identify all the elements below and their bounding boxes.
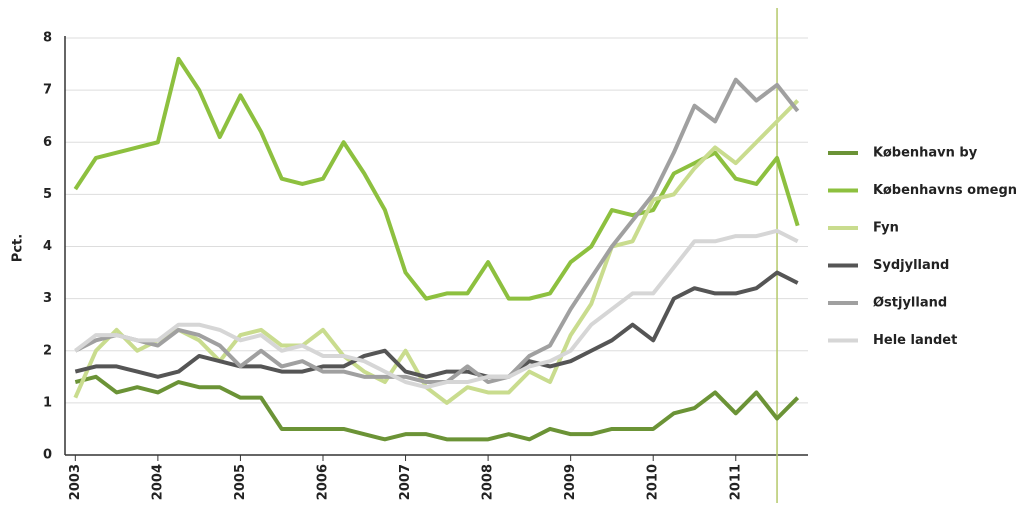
series-line <box>74 228 799 390</box>
x-tick-label: 2008 <box>481 464 496 500</box>
x-tick-label: 2010 <box>646 464 661 500</box>
series-line <box>74 270 799 379</box>
y-tick-label: 2 <box>43 343 52 358</box>
y-tick-label: 6 <box>43 135 52 150</box>
x-tick-label: 2005 <box>233 464 248 500</box>
y-tick-label: 8 <box>43 31 52 46</box>
legend-label: Sydjylland <box>873 258 949 273</box>
y-tick-label: 7 <box>43 83 52 98</box>
x-tick-label: 2007 <box>398 464 413 500</box>
legend-label: København by <box>873 146 978 161</box>
y-axis-label: Pct. <box>11 234 26 262</box>
y-tick-label: 4 <box>43 239 52 254</box>
legend-label: Fyn <box>873 221 899 236</box>
legend-label: Hele landet <box>873 333 957 348</box>
y-tick-label: 3 <box>43 291 52 306</box>
x-tick-label: 2003 <box>68 464 83 500</box>
series-line <box>74 374 800 442</box>
y-tick-label: 5 <box>43 187 52 202</box>
series-line <box>74 77 800 385</box>
series-line <box>73 56 800 301</box>
y-tick-label: 1 <box>43 395 52 410</box>
legend-label: Østjylland <box>873 296 947 311</box>
x-tick-label: 2004 <box>150 464 165 500</box>
x-tick-label: 2011 <box>728 464 743 500</box>
series-line <box>73 99 800 405</box>
y-tick-label: 0 <box>43 448 52 463</box>
x-tick-label: 2006 <box>315 464 330 500</box>
legend-label: Københavns omegn <box>873 183 1017 198</box>
x-tick-label: 2009 <box>563 464 578 500</box>
